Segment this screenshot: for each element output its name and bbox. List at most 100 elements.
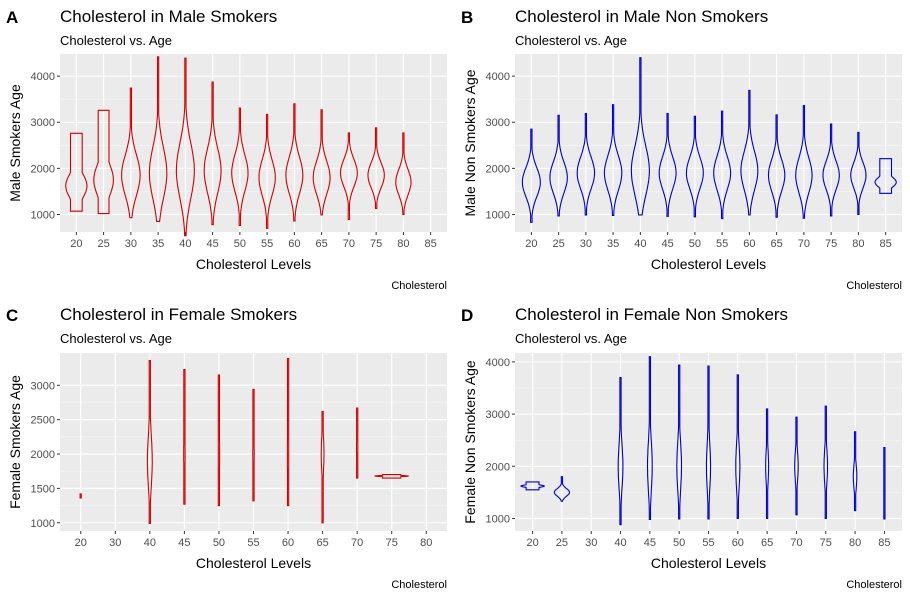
chart-subtitle: Cholesterol vs. Age — [515, 331, 627, 346]
violin-80 — [395, 132, 412, 216]
y-tick-label: 2500 — [31, 415, 55, 427]
x-tick-label: 80 — [420, 537, 432, 549]
violin-70 — [339, 132, 358, 221]
violin-40 — [630, 57, 650, 216]
y-tick-label: 2000 — [486, 461, 510, 473]
violin-55 — [705, 365, 712, 520]
y-tick-label: 2000 — [31, 449, 55, 461]
x-tick-label: 70 — [343, 238, 355, 250]
x-tick-label: 30 — [585, 537, 597, 549]
violin-50 — [231, 107, 249, 227]
x-tick-label: 55 — [716, 238, 728, 250]
y-tick-label: 1500 — [31, 483, 55, 495]
violin-70 — [794, 416, 799, 516]
x-tick-label: 80 — [397, 238, 409, 250]
panel-a: A Cholesterol in Male Smokers Cholesterol … — [6, 7, 447, 292]
violin-35 — [603, 104, 623, 216]
y-tick-label: 2000 — [31, 163, 55, 175]
violin-35 — [148, 56, 168, 222]
y-tick-label: 3000 — [486, 409, 510, 421]
x-tick-label: 75 — [386, 537, 398, 549]
violin-70 — [795, 105, 813, 219]
violin-60 — [285, 103, 304, 222]
x-tick-label: 45 — [644, 537, 656, 549]
y-tick-label: 1000 — [486, 513, 510, 525]
y-axis-label: Male Smokers Age — [7, 84, 23, 202]
x-tick-label: 45 — [178, 537, 190, 549]
y-tick-label: 3000 — [31, 380, 55, 392]
chart-title: Cholesterol in Male Non Smokers — [515, 7, 768, 26]
violin-20 — [79, 493, 82, 499]
violin-40 — [617, 376, 624, 526]
chart-title: Cholesterol in Female Non Smokers — [515, 305, 788, 324]
x-tick-label: 85 — [880, 238, 892, 250]
violin-50 — [217, 374, 221, 507]
x-tick-label: 55 — [702, 537, 714, 549]
violin-85 — [874, 158, 897, 194]
chart-subtitle: Cholesterol vs. Age — [60, 33, 172, 48]
violin-20 — [65, 132, 88, 212]
violin-75 — [822, 123, 840, 217]
y-tick-label: 2000 — [486, 163, 510, 175]
violin-30 — [576, 112, 596, 216]
x-axis-label: Cholesterol Levels — [196, 555, 311, 571]
violin-55 — [713, 110, 732, 220]
violin-65 — [765, 408, 770, 520]
x-axis-label: Cholesterol Levels — [196, 256, 311, 272]
y-axis-label: Male Non Smokers Age — [462, 69, 478, 216]
y-tick-label: 1000 — [31, 209, 55, 221]
violin-85 — [883, 446, 886, 520]
x-tick-label: 40 — [614, 537, 626, 549]
x-tick-label: 40 — [144, 537, 156, 549]
violin-45 — [646, 356, 653, 521]
chart-title: Cholesterol in Female Smokers — [60, 305, 297, 324]
violin-70 — [355, 407, 359, 479]
violin-55 — [252, 388, 255, 502]
violin-60 — [735, 374, 741, 520]
x-tick-label: 45 — [661, 238, 673, 250]
x-tick-label: 40 — [179, 238, 191, 250]
y-axis-label: Female Non Smokers Age — [462, 360, 478, 524]
x-tick-label: 40 — [634, 238, 646, 250]
x-tick-label: 45 — [206, 238, 218, 250]
x-tick-label: 65 — [316, 537, 328, 549]
violin-50 — [676, 364, 683, 520]
violin-75 — [373, 474, 410, 479]
caption: Cholesterol — [391, 280, 447, 292]
violin-65 — [320, 410, 325, 524]
x-tick-label: 20 — [525, 238, 537, 250]
y-tick-label: 4000 — [31, 71, 55, 83]
x-tick-label: 85 — [425, 238, 437, 250]
x-tick-label: 50 — [689, 238, 701, 250]
chart-subtitle: Cholesterol vs. Age — [60, 331, 172, 346]
chart-subtitle: Cholesterol vs. Age — [515, 33, 627, 48]
violin-50 — [685, 115, 704, 218]
panel-tag: A — [6, 8, 18, 27]
y-tick-label: 3000 — [486, 117, 510, 129]
x-tick-label: 70 — [798, 238, 810, 250]
x-tick-label: 50 — [234, 238, 246, 250]
x-tick-label: 35 — [607, 238, 619, 250]
x-tick-label: 65 — [316, 238, 328, 250]
x-tick-label: 65 — [771, 238, 783, 250]
x-tick-label: 55 — [261, 238, 273, 250]
x-tick-label: 60 — [288, 238, 300, 250]
x-tick-label: 65 — [761, 537, 773, 549]
x-tick-label: 75 — [820, 537, 832, 549]
x-axis-label: Cholesterol Levels — [651, 256, 766, 272]
plot-background — [60, 54, 447, 232]
x-tick-label: 60 — [282, 537, 294, 549]
violin-60 — [740, 89, 759, 216]
violin-40 — [175, 57, 195, 237]
violin-60 — [286, 357, 290, 507]
violin-45 — [183, 368, 186, 505]
x-tick-label: 25 — [97, 238, 109, 250]
x-axis-label: Cholesterol Levels — [651, 555, 766, 571]
x-tick-label: 20 — [70, 238, 82, 250]
x-tick-label: 60 — [743, 238, 755, 250]
x-tick-label: 75 — [370, 238, 382, 250]
violin-25 — [93, 109, 114, 215]
x-tick-label: 80 — [849, 537, 861, 549]
